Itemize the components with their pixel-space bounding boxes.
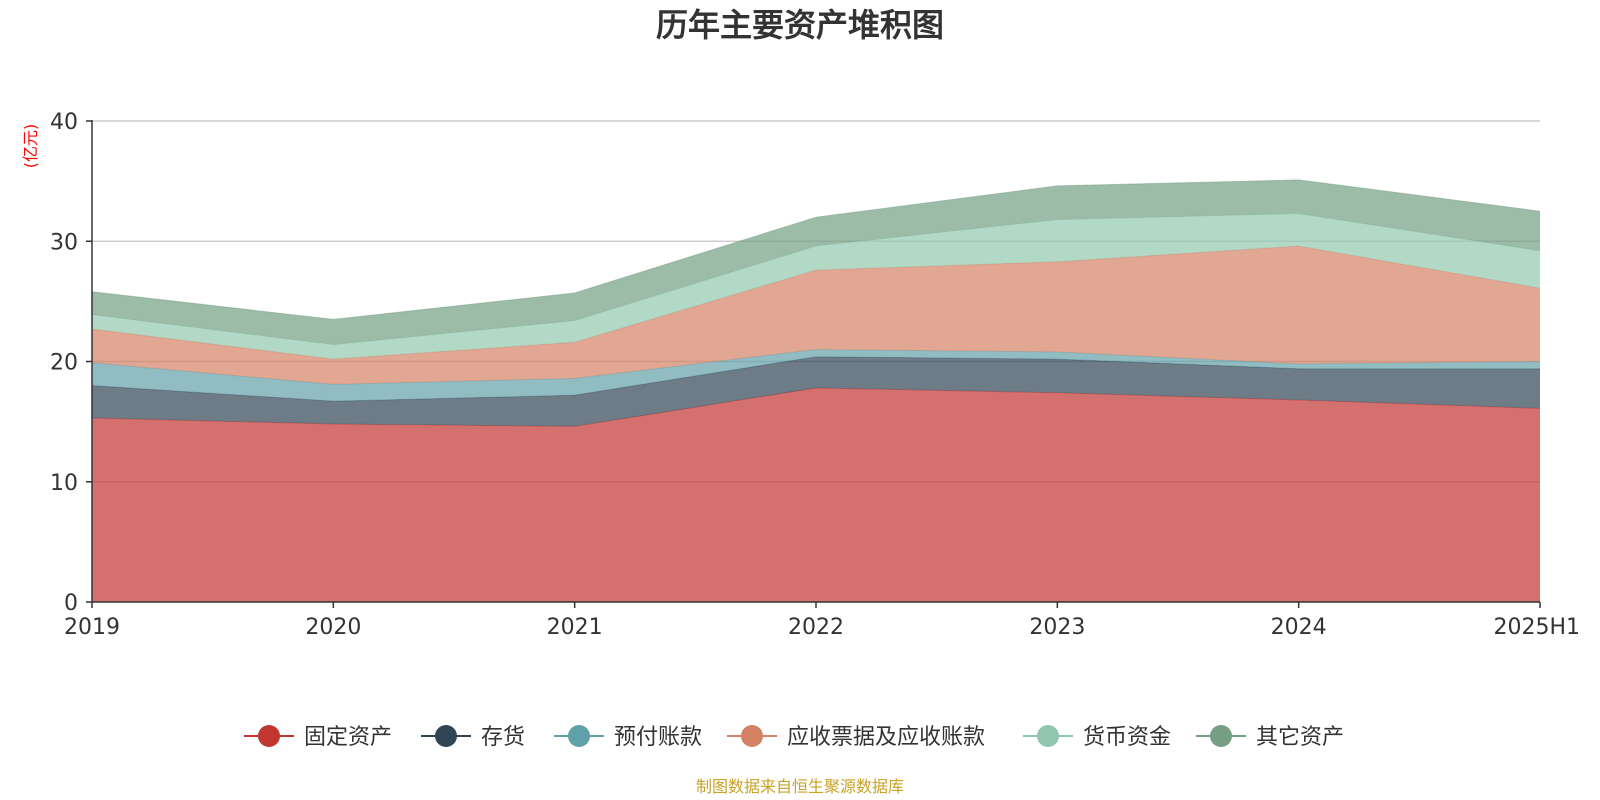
- legend-dot-icon: [258, 725, 280, 747]
- legend-label: 货币资金: [1083, 725, 1171, 750]
- area-series-edge: [91, 179, 1541, 320]
- axes: 0 10 20 30 40 2019 2020 2021 2022 2023 2024 2025H1: [50, 110, 1580, 640]
- legend-label: 应收票据及应收账款: [787, 725, 985, 750]
- area-series: [92, 387, 1540, 602]
- legend-label: 预付账款: [614, 725, 702, 750]
- x-tick-label: 2025H1: [1493, 615, 1580, 640]
- y-axis-unit-label: (亿元): [21, 124, 40, 169]
- legend-dot-icon: [741, 725, 763, 747]
- legend-label: 固定资产: [304, 725, 392, 750]
- area-series: [92, 349, 1540, 402]
- legend-item[interactable]: 固定资产: [244, 725, 392, 750]
- area-series: [92, 179, 1540, 345]
- source-note: 制图数据来自恒生聚源数据库: [696, 777, 904, 796]
- x-tick-label: 2022: [788, 615, 844, 640]
- legend-dot-icon: [1210, 725, 1232, 747]
- legend[interactable]: 固定资产 存货 预付账款 应收票据及应收账款 货币资金 其它资产: [244, 725, 1344, 750]
- legend-dot-icon: [435, 725, 457, 747]
- y-tick-label: 0: [64, 591, 78, 616]
- chart-title: 历年主要资产堆积图: [656, 6, 944, 44]
- legend-item[interactable]: 预付账款: [554, 725, 702, 750]
- legend-label: 存货: [481, 725, 525, 750]
- x-tick-label: 2024: [1271, 615, 1327, 640]
- area-series: [92, 356, 1540, 427]
- x-tick-label: 2023: [1029, 615, 1085, 640]
- y-tick-label: 30: [50, 230, 78, 255]
- x-tick-label: 2020: [305, 615, 361, 640]
- legend-label: 其它资产: [1256, 725, 1344, 750]
- legend-item[interactable]: 其它资产: [1196, 725, 1344, 750]
- legend-dot-icon: [568, 725, 590, 747]
- y-tick-label: 20: [50, 351, 78, 376]
- legend-item[interactable]: 应收票据及应收账款: [727, 725, 985, 750]
- legend-item[interactable]: 存货: [421, 725, 525, 750]
- x-tick-label: 2019: [64, 615, 120, 640]
- y-tick-label: 10: [50, 471, 78, 496]
- area-series: [92, 246, 1540, 385]
- area-series-group: [91, 179, 1541, 602]
- x-tick-label: 2021: [547, 615, 603, 640]
- legend-item[interactable]: 货币资金: [1023, 725, 1171, 750]
- y-tick-label: 40: [50, 110, 78, 135]
- legend-dot-icon: [1037, 725, 1059, 747]
- area-series: [92, 213, 1540, 360]
